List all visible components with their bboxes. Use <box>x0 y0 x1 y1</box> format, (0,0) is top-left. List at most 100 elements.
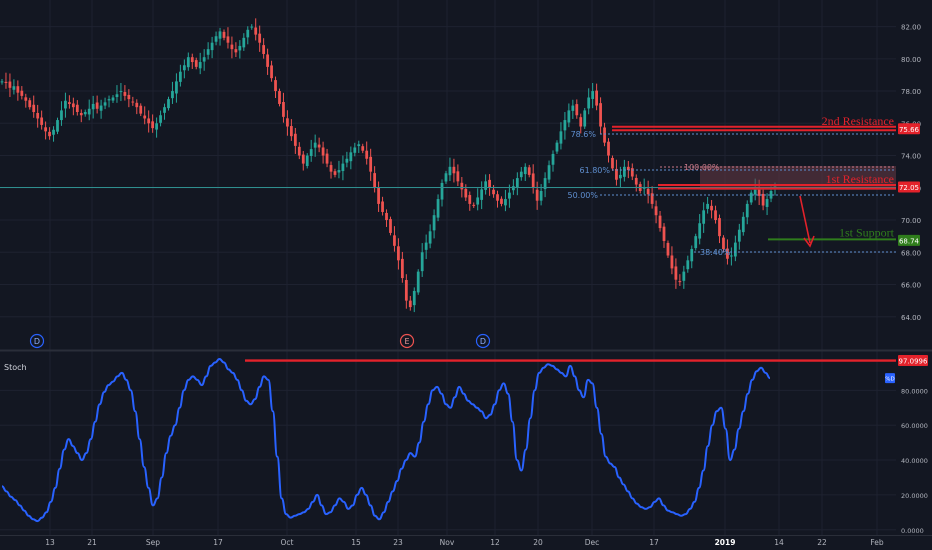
candle-body <box>718 218 721 237</box>
candle-body <box>178 71 182 82</box>
candle-body <box>71 103 75 108</box>
candle-body <box>289 126 293 137</box>
level-badge <box>898 123 920 135</box>
candle-body <box>500 198 503 204</box>
time-tick-label: 21 <box>87 538 97 547</box>
candle-body <box>650 193 654 204</box>
candle-body <box>733 242 737 257</box>
candle-body <box>634 177 638 185</box>
candle-body <box>460 182 464 190</box>
candle-body <box>87 108 91 115</box>
candle-body <box>472 204 476 206</box>
candle-body <box>706 203 709 209</box>
candle-body <box>309 149 313 157</box>
candle-body <box>484 181 488 190</box>
candle-body <box>428 231 432 244</box>
candle-body <box>131 101 135 103</box>
stoch-tick-label: 60.0000 <box>901 422 928 430</box>
time-tick-label: Sep <box>146 538 160 547</box>
candle-body <box>404 280 408 301</box>
candle-body <box>527 167 531 175</box>
price-tick-label: 78.00 <box>901 88 921 96</box>
candle-body <box>234 49 238 53</box>
candle-body <box>432 215 436 231</box>
candle-body <box>619 174 622 179</box>
time-tick-label: 17 <box>649 538 659 547</box>
level-badge-text: 72.05 <box>899 184 919 192</box>
event-marker[interactable] <box>29 333 45 349</box>
candle-body <box>0 81 4 83</box>
level-badge <box>898 234 920 246</box>
candle-body <box>182 65 186 71</box>
stoch-level-badge <box>898 355 928 367</box>
candle-body <box>515 178 519 188</box>
candle-body <box>535 189 539 201</box>
candle-body <box>186 57 190 68</box>
level-label: 1st Resistance <box>826 172 894 186</box>
time-tick-label: 22 <box>817 538 827 547</box>
candle-body <box>686 260 690 270</box>
candle-body <box>139 105 143 114</box>
candle-body <box>135 102 139 108</box>
candle-body <box>349 152 353 162</box>
candle-body <box>198 62 202 69</box>
candle-body <box>293 133 297 146</box>
stoch-tick-label: 80.0000 <box>901 387 928 395</box>
candle-body <box>757 187 761 196</box>
candle-body <box>642 187 646 189</box>
candle-body <box>143 115 147 119</box>
candle-body <box>504 199 507 206</box>
candle-body <box>726 248 729 259</box>
price-badges: 75.66 72.05 68.74 97.0996 %D <box>885 123 928 384</box>
event-marker-letter: E <box>404 337 409 346</box>
candle-body <box>761 193 765 206</box>
candle-body <box>456 171 460 182</box>
candle-body <box>16 86 20 93</box>
candle-body <box>646 188 650 195</box>
candle-body <box>329 165 333 172</box>
level-badge-text: 75.66 <box>899 126 920 134</box>
candle-body <box>745 203 749 218</box>
candle-body <box>611 157 614 169</box>
candle-body <box>313 142 317 148</box>
candle-body <box>373 173 377 188</box>
candle-body <box>8 81 12 88</box>
candle-body <box>492 189 495 195</box>
candle-body <box>99 105 103 111</box>
candle-body <box>496 194 499 201</box>
candle-body <box>587 97 591 109</box>
candle-body <box>103 102 107 106</box>
candle-body <box>444 173 448 182</box>
stoch-tick-label: 0.0000 <box>901 527 924 535</box>
fib-label-100: 100.00% <box>684 163 720 172</box>
candle-body <box>658 215 662 229</box>
candle-body <box>436 199 440 218</box>
candle-body <box>464 188 468 198</box>
event-marker-letter: D <box>34 337 40 346</box>
candle-body <box>749 192 753 203</box>
event-marker-letter: D <box>480 337 486 346</box>
candle-body <box>278 91 281 104</box>
candle-body <box>250 26 254 28</box>
candle-body <box>424 242 428 250</box>
candle-body <box>769 191 773 199</box>
forecast-arrow-head <box>803 235 815 248</box>
candle-body <box>599 103 602 127</box>
candle-body <box>36 112 40 119</box>
stoch-series <box>1 357 771 523</box>
candle-body <box>682 271 686 281</box>
candle-body <box>274 80 277 92</box>
candle-body <box>210 42 214 51</box>
candle-body <box>400 258 404 279</box>
candle-body <box>127 94 131 100</box>
candle-body <box>254 27 258 35</box>
candle-body <box>246 29 250 38</box>
candle-body <box>377 187 380 204</box>
event-marker[interactable] <box>475 333 491 349</box>
candle-body <box>24 97 28 101</box>
candle-body <box>28 100 32 108</box>
candle-body <box>765 199 769 207</box>
candle-body <box>167 99 170 109</box>
event-marker[interactable] <box>399 333 415 349</box>
price-axis-area[interactable] <box>896 0 932 535</box>
